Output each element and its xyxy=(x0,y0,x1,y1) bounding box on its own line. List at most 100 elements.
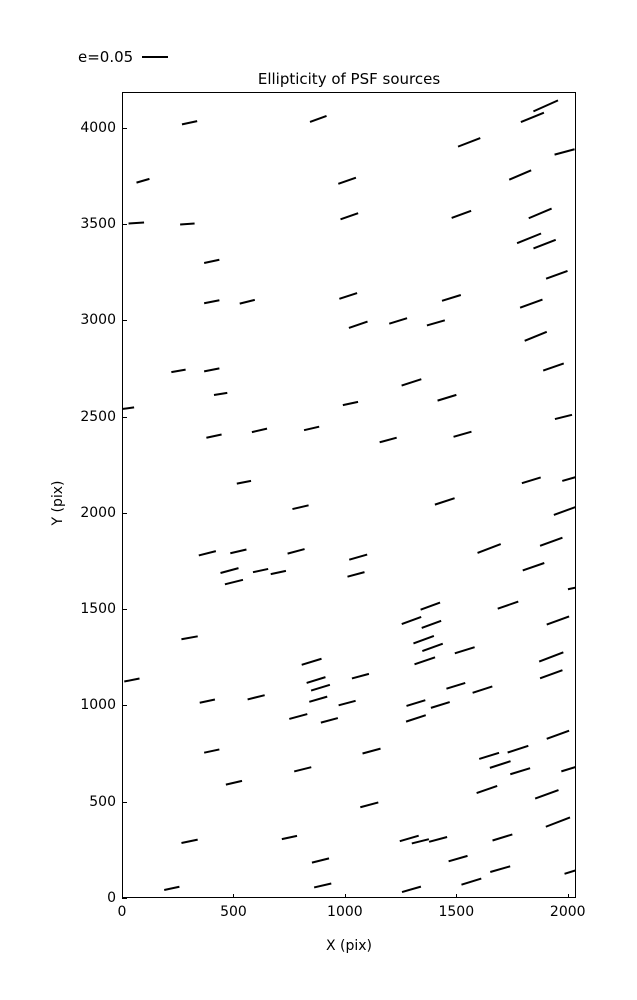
whisker-segment xyxy=(546,729,570,740)
whisker-segment xyxy=(411,838,430,845)
y-tick-mark xyxy=(122,416,127,418)
whisker-segment xyxy=(236,479,252,485)
whisker-segment xyxy=(220,567,239,574)
y-tick-mark xyxy=(122,320,127,322)
y-tick-mark xyxy=(122,512,127,514)
whisker-segment xyxy=(399,834,419,843)
whisker-segment xyxy=(270,569,287,576)
whisker-segment xyxy=(128,221,145,225)
whisker-segment xyxy=(421,642,444,653)
whisker-segment xyxy=(136,177,150,184)
whisker-segment xyxy=(564,869,575,875)
y-tick-label: 3000 xyxy=(80,312,116,329)
whisker-segment xyxy=(348,553,368,561)
x-tick-mark xyxy=(122,894,123,898)
whisker-segment xyxy=(420,601,441,611)
whisker-segment xyxy=(289,713,308,720)
whisker-segment xyxy=(533,238,557,250)
whisker-segment xyxy=(453,430,472,438)
whisker-segment xyxy=(539,536,563,547)
whisker-segment xyxy=(338,699,356,707)
whisker-segment xyxy=(413,635,435,645)
whisker-segment xyxy=(509,767,531,776)
whisker-segment xyxy=(320,717,339,724)
whisker-segment xyxy=(522,562,545,572)
y-tick-mark xyxy=(122,898,127,899)
whisker-segment xyxy=(546,615,570,626)
whisker-segment xyxy=(180,222,195,226)
whisker-segment xyxy=(406,699,426,707)
x-tick-label: 0 xyxy=(117,904,127,920)
legend-scale-bar xyxy=(142,56,169,58)
whisker-segment xyxy=(516,232,542,245)
whisker-segment xyxy=(554,413,573,421)
whisker-series xyxy=(123,99,575,893)
whisker-segment xyxy=(451,209,472,219)
plot-axes xyxy=(122,92,576,898)
whisker-segment xyxy=(225,779,243,786)
whisker-segment xyxy=(309,695,328,703)
whisker-segment xyxy=(198,550,217,557)
y-tick-mark xyxy=(122,609,127,611)
whisker-segment xyxy=(437,393,457,402)
whisker-segment xyxy=(553,506,575,516)
x-tick-label: 1000 xyxy=(327,904,363,920)
whisker-segment xyxy=(303,425,320,432)
whisker-segment xyxy=(171,368,186,374)
whisker-segment xyxy=(301,657,322,666)
x-tick-mark xyxy=(456,894,458,898)
whisker-segment xyxy=(457,137,481,148)
whisker-segment xyxy=(203,367,220,373)
whisker-segment xyxy=(306,676,326,684)
y-tick-label: 2500 xyxy=(80,408,116,425)
whisker-segment xyxy=(309,114,327,123)
y-tick-label: 4000 xyxy=(80,119,116,136)
whisker-segment xyxy=(351,672,370,680)
whisker-segment xyxy=(405,714,427,723)
x-tick-mark xyxy=(233,894,235,898)
whisker-segment xyxy=(340,212,359,221)
whisker-segment xyxy=(554,148,575,156)
whisker-segment xyxy=(401,378,422,387)
whisker-segment xyxy=(401,615,422,625)
whisker-segment xyxy=(164,885,180,891)
whisker-segment xyxy=(230,548,247,555)
whisker-segment xyxy=(293,766,312,773)
whisker-segment xyxy=(342,400,359,407)
whisker-segment xyxy=(292,504,309,511)
whisker-segment xyxy=(521,476,541,485)
whisker-segment xyxy=(124,677,140,683)
y-tick-label: 500 xyxy=(89,793,116,810)
whisker-segment xyxy=(446,681,466,690)
whisker-segment xyxy=(379,436,397,444)
whisker-segment xyxy=(426,319,446,327)
whisker-segment xyxy=(247,694,265,701)
whisker-segment xyxy=(311,857,330,864)
y-tick-label: 3500 xyxy=(80,216,116,233)
whisker-segment xyxy=(489,760,511,769)
y-tick-label: 1500 xyxy=(80,601,116,618)
whisker-segment xyxy=(360,801,379,809)
whisker-segment xyxy=(421,619,442,629)
whisker-segment xyxy=(472,685,493,694)
y-tick-mark xyxy=(122,224,127,226)
whisker-segment xyxy=(454,646,475,655)
whisker-segment xyxy=(545,816,571,828)
whisker-segment xyxy=(362,747,381,755)
whisker-segment xyxy=(461,877,482,886)
whisker-segment xyxy=(507,744,529,754)
whisker-segment xyxy=(181,838,198,845)
whisker-segment xyxy=(497,600,519,610)
whisker-segment xyxy=(489,865,511,873)
whisker-segment xyxy=(561,476,575,482)
whisker-segment xyxy=(239,298,256,305)
whisker-segment xyxy=(123,406,135,410)
whisker-segment xyxy=(519,298,543,309)
y-tick-mark xyxy=(122,801,127,803)
x-tick-mark xyxy=(344,894,346,898)
whisker-segment xyxy=(337,176,357,185)
whisker-segment xyxy=(347,571,365,578)
whisker-segment xyxy=(339,292,358,300)
whisker-segment xyxy=(542,362,565,372)
